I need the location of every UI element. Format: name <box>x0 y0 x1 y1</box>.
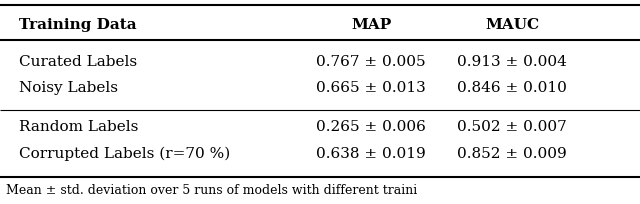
Text: MAUC: MAUC <box>485 18 539 31</box>
Text: 0.638 ± 0.019: 0.638 ± 0.019 <box>316 146 426 160</box>
Text: Noisy Labels: Noisy Labels <box>19 81 118 95</box>
Text: 0.665 ± 0.013: 0.665 ± 0.013 <box>316 81 426 95</box>
Text: Random Labels: Random Labels <box>19 120 139 133</box>
Text: Corrupted Labels (r=70 %): Corrupted Labels (r=70 %) <box>19 146 230 160</box>
Text: MAP: MAP <box>351 18 391 31</box>
Text: 0.265 ± 0.006: 0.265 ± 0.006 <box>316 120 426 133</box>
Text: 0.767 ± 0.005: 0.767 ± 0.005 <box>316 54 426 68</box>
Text: 0.502 ± 0.007: 0.502 ± 0.007 <box>457 120 567 133</box>
Text: Training Data: Training Data <box>19 18 137 31</box>
Text: Curated Labels: Curated Labels <box>19 54 138 68</box>
Text: Mean ± std. deviation over 5 runs of models with different traini: Mean ± std. deviation over 5 runs of mod… <box>6 183 418 196</box>
Text: 0.913 ± 0.004: 0.913 ± 0.004 <box>457 54 567 68</box>
Text: 0.846 ± 0.010: 0.846 ± 0.010 <box>457 81 567 95</box>
Text: 0.852 ± 0.009: 0.852 ± 0.009 <box>457 146 567 160</box>
